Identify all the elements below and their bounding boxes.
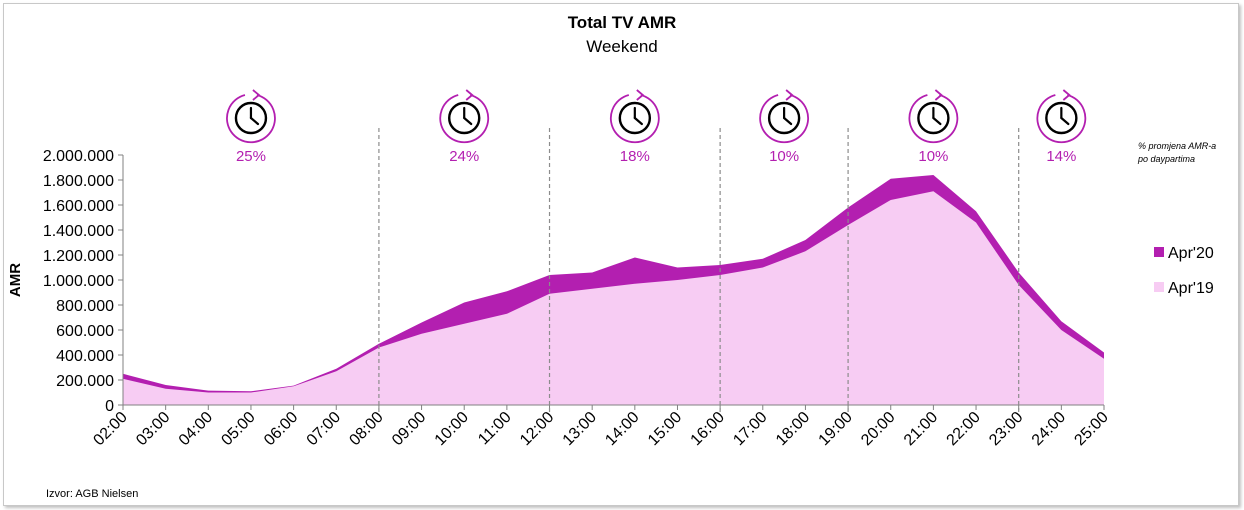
data-point-s1-15 (762, 267, 764, 269)
note-line-2: po daypartima (1137, 154, 1195, 164)
x-tick-label: 24:00 (1029, 409, 1069, 449)
x-tick-label: 11:00 (475, 409, 515, 449)
data-point-s0-15 (762, 258, 764, 260)
x-tick-label: 18:00 (773, 409, 813, 449)
y-tick-label: 1.400.000 (43, 223, 114, 240)
y-axis-label: AMR (7, 263, 24, 297)
x-tick-label: 13:00 (560, 409, 600, 449)
x-tick-label: 07:00 (304, 409, 344, 449)
chart-subtitle: Weekend (586, 37, 658, 56)
data-point-s1-11 (591, 288, 593, 290)
data-point-s1-7 (421, 333, 423, 335)
data-point-s0-7 (421, 322, 423, 324)
daypart-change-label: 18% (620, 148, 650, 165)
data-point-s0-12 (634, 257, 636, 259)
data-point-s1-16 (804, 250, 806, 252)
daypart-change-label: 25% (236, 148, 266, 165)
y-tick-label: 400.000 (56, 348, 114, 365)
x-tick-label: 03:00 (133, 409, 173, 449)
data-point-s0-1 (165, 384, 167, 386)
data-point-s0-20 (975, 210, 977, 212)
data-point-s0-23 (1103, 352, 1105, 354)
x-tick-label: 17:00 (730, 409, 770, 449)
data-point-s1-12 (634, 283, 636, 285)
x-tick-label: 21:00 (901, 409, 941, 449)
data-point-s1-8 (463, 323, 465, 325)
data-point-s0-16 (804, 239, 806, 241)
data-point-s1-10 (549, 293, 551, 295)
data-point-s1-2 (207, 392, 209, 394)
chart-frame (3, 3, 1239, 506)
data-point-s0-11 (591, 272, 593, 274)
daypart-change-label: 24% (449, 148, 479, 165)
y-tick-label: 1.200.000 (43, 248, 114, 265)
clock-icon (226, 89, 276, 144)
data-point-s0-2 (207, 390, 209, 392)
data-point-s1-1 (165, 388, 167, 390)
y-tick-label: 1.800.000 (43, 173, 114, 190)
x-tick-label: 25:00 (1071, 409, 1111, 449)
x-tick-label: 23:00 (986, 409, 1026, 449)
x-tick-label: 14:00 (602, 409, 642, 449)
data-point-s0-9 (506, 290, 508, 292)
data-point-s1-23 (1103, 358, 1105, 360)
data-point-s1-20 (975, 222, 977, 224)
clock-icon (759, 89, 809, 144)
y-tick-label: 1.600.000 (43, 198, 114, 215)
clock-icon (1036, 89, 1087, 144)
x-tick-label: 08:00 (346, 409, 386, 449)
data-point-s1-3 (250, 392, 252, 394)
data-point-s0-8 (463, 302, 465, 304)
data-point-s0-18 (890, 178, 892, 180)
x-tick-label: 19:00 (816, 409, 856, 449)
data-point-s1-13 (676, 279, 678, 281)
data-point-s0-19 (932, 174, 934, 176)
x-tick-label: 05:00 (218, 409, 258, 449)
data-point-s1-18 (890, 199, 892, 201)
x-tick-label: 15:00 (645, 409, 685, 449)
x-tick-label: 06:00 (261, 409, 301, 449)
y-tick-label: 0 (105, 398, 114, 415)
legend-label: Apr'20 (1168, 245, 1214, 262)
data-point-s0-5 (335, 368, 337, 370)
data-point-s1-4 (293, 385, 295, 387)
y-tick-label: 200.000 (56, 373, 114, 390)
clock-icon (609, 89, 660, 144)
y-tick-label: 2.000.000 (43, 148, 114, 165)
data-point-s0-6 (378, 343, 380, 345)
daypart-change-label: 10% (769, 148, 799, 165)
x-tick-label: 10:00 (432, 409, 472, 449)
y-tick-label: 600.000 (56, 323, 114, 340)
note-line-1: % promjena AMR-a (1138, 141, 1216, 151)
data-point-s1-17 (847, 224, 849, 226)
y-tick-label: 800.000 (56, 298, 114, 315)
series-area-1 (123, 191, 1104, 405)
x-tick-label: 16:00 (688, 409, 728, 449)
data-point-s1-5 (335, 370, 337, 372)
clock-icon (908, 89, 959, 144)
clock-icon (439, 89, 490, 144)
daypart-change-label: 10% (918, 148, 948, 165)
source-note: Izvor: AGB Nielsen (46, 488, 138, 500)
data-point-s1-19 (932, 190, 934, 192)
data-point-s0-22 (1060, 320, 1062, 322)
legend-label: Apr'19 (1168, 280, 1214, 297)
daypart-note: % promjena AMR-a po daypartima (1137, 141, 1216, 164)
chart-title: Total TV AMR (568, 13, 677, 32)
legend-swatch (1154, 282, 1164, 292)
x-tick-label: 09:00 (389, 409, 429, 449)
x-tick-label: 04:00 (176, 409, 216, 449)
y-tick-label: 1.000.000 (43, 273, 114, 290)
daypart-change-label: 14% (1046, 148, 1076, 165)
x-tick-label: 12:00 (517, 409, 557, 449)
data-point-s0-13 (676, 267, 678, 269)
data-point-s1-22 (1060, 329, 1062, 331)
x-tick-label: 22:00 (944, 409, 984, 449)
data-point-s1-9 (506, 313, 508, 315)
legend-swatch (1154, 247, 1164, 257)
x-tick-label: 20:00 (858, 409, 898, 449)
